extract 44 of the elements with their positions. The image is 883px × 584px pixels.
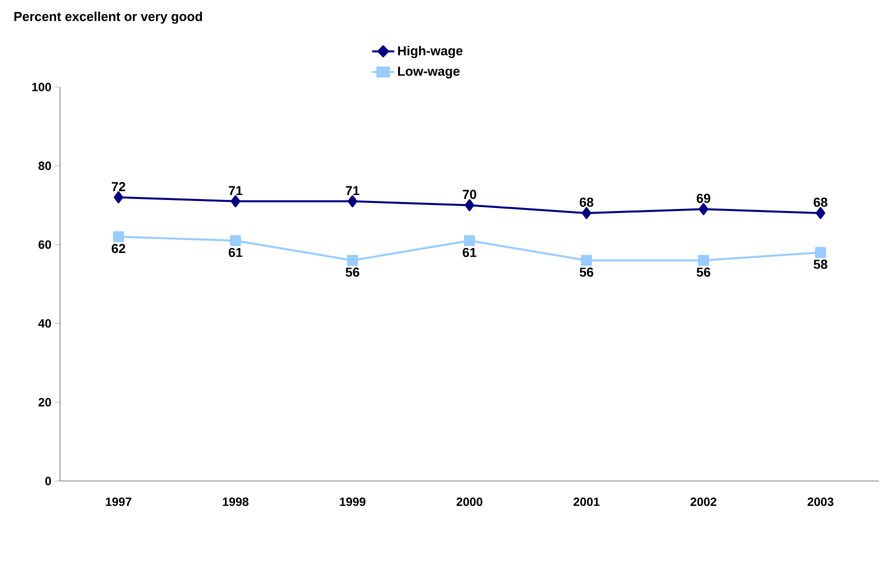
x-tick-label: 2002	[690, 498, 716, 506]
point	[464, 235, 476, 246]
x-tick-label: 2001	[574, 498, 600, 506]
data-label: 62	[112, 244, 126, 254]
data-label: 61	[228, 248, 242, 258]
legend-label: Low-wage	[398, 66, 460, 78]
point	[113, 231, 124, 242]
data-label: 72	[112, 182, 126, 192]
y-tick-label: 40	[38, 319, 51, 328]
y-tick-label: 80	[38, 162, 51, 170]
point	[464, 199, 474, 212]
x-tick-label: 1998	[222, 498, 248, 506]
data-label: 68	[814, 198, 828, 207]
y-tick-label: 100	[32, 82, 51, 92]
legend-label: High-wage	[398, 46, 463, 58]
data-label: 61	[462, 248, 476, 258]
data-label: 68	[580, 198, 594, 207]
y-tick-label: 0	[45, 476, 51, 486]
y-tick-label: 60	[38, 240, 51, 249]
point	[582, 207, 592, 220]
data-label: 56	[580, 268, 594, 277]
data-label: 71	[346, 186, 360, 196]
y-tick-label: 20	[38, 398, 51, 406]
data-label: 71	[228, 186, 242, 196]
x-tick-label: 1997	[106, 498, 132, 506]
point	[114, 191, 124, 204]
data-label: 58	[814, 260, 828, 269]
data-label: 70	[462, 190, 476, 199]
x-tick-label: 2003	[808, 498, 834, 506]
point	[348, 195, 358, 208]
data-label: 69	[696, 194, 710, 203]
point	[698, 203, 708, 216]
x-tick-label: 2000	[456, 498, 482, 506]
point	[698, 254, 710, 266]
point	[230, 195, 240, 208]
chart-title: Percent excellent or very good	[14, 12, 202, 24]
x-tick-label: 1999	[340, 498, 366, 506]
data-label: 56	[696, 268, 710, 277]
data-label: 56	[346, 268, 360, 277]
point	[815, 246, 826, 258]
point	[581, 254, 592, 266]
point	[230, 235, 241, 246]
point	[816, 207, 826, 220]
point	[347, 254, 358, 266]
